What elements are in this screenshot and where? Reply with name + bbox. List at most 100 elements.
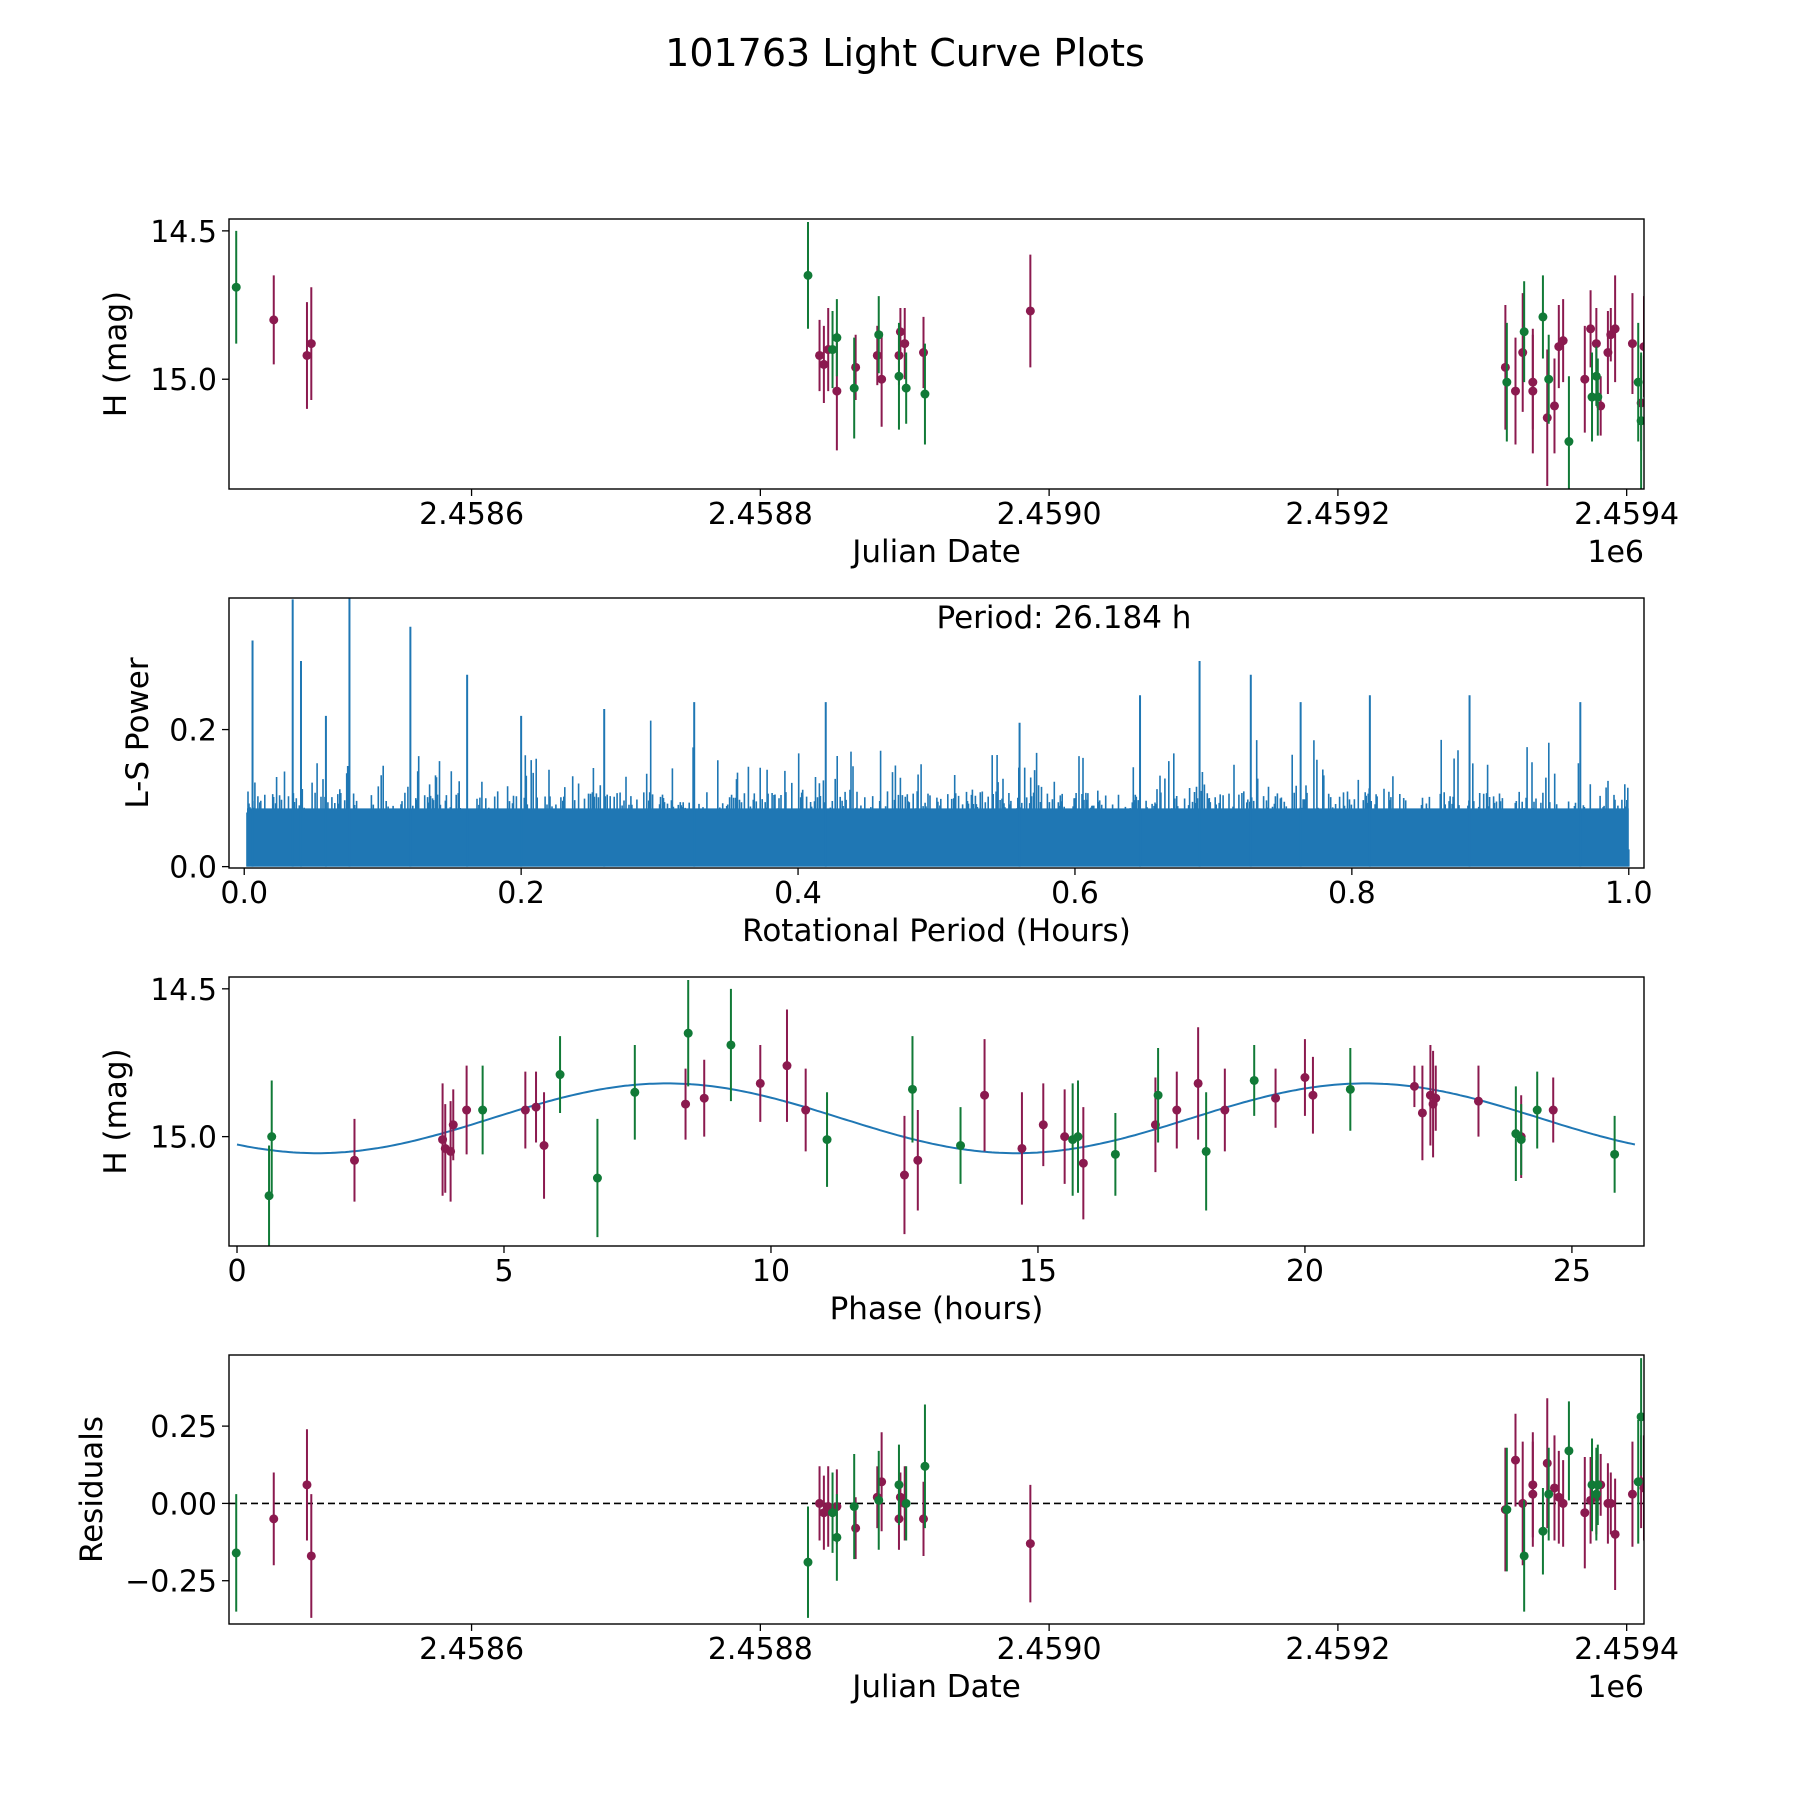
- data-point-maroon: [851, 362, 861, 372]
- data-point-green: [803, 1557, 813, 1567]
- data-point-green: [1544, 374, 1554, 384]
- data-point-green: [1636, 1412, 1644, 1422]
- data-point-maroon: [1431, 1093, 1441, 1103]
- data-point-maroon: [815, 350, 825, 360]
- data-point-maroon: [919, 348, 929, 358]
- plot-area: [231, 221, 1644, 489]
- data-point-green: [1538, 1526, 1548, 1536]
- data-point-maroon: [851, 1523, 861, 1533]
- y-axis-label: H (mag): [98, 291, 134, 417]
- data-point-green: [630, 1087, 640, 1097]
- data-point-maroon: [1510, 1455, 1520, 1465]
- fit-curve: [236, 1082, 1636, 1155]
- x-tick-label: 2.4594: [1574, 497, 1679, 532]
- data-point-maroon: [1308, 1090, 1318, 1100]
- periodogram-base: [246, 808, 1629, 867]
- axes-frame: [228, 218, 1645, 490]
- x-offset-label: 1e6: [1587, 535, 1644, 570]
- data-point-green: [828, 1508, 838, 1518]
- plot-area: [229, 1358, 1644, 1618]
- data-point-green: [828, 345, 838, 355]
- data-point-maroon: [1643, 395, 1644, 399]
- data-point-green: [1502, 377, 1512, 387]
- x-axis-label: Rotational Period (Hours): [742, 913, 1131, 949]
- data-point-green: [894, 371, 904, 381]
- data-point-maroon: [306, 1551, 316, 1561]
- data-point-maroon: [1510, 386, 1520, 396]
- x-tick-label: 25: [1553, 1254, 1591, 1289]
- data-point-maroon: [681, 1099, 691, 1109]
- x-tick-label: 2.4590: [997, 497, 1102, 532]
- y-tick-label: 0.0: [169, 851, 217, 886]
- data-point-green: [1544, 1489, 1554, 1499]
- data-point-green: [478, 1105, 488, 1115]
- data-point-maroon: [1300, 1073, 1310, 1083]
- data-point-maroon: [895, 327, 905, 337]
- y-tick-label: 0.25: [150, 1410, 217, 1445]
- data-point-maroon: [899, 1170, 909, 1180]
- chart-lc: 2.4586 2.4588 2.4590 2.4592 2.4594 15.0 14.5 Ju…: [98, 215, 1679, 570]
- data-point-green: [1201, 1146, 1211, 1156]
- data-point-green: [1633, 1477, 1643, 1487]
- data-point-maroon: [1580, 374, 1590, 384]
- data-point-maroon: [1500, 362, 1510, 372]
- y-tick-label: 14.5: [150, 215, 217, 250]
- data-point-maroon: [1025, 1539, 1035, 1549]
- data-point-maroon: [755, 1078, 765, 1088]
- plot-area: [236, 979, 1636, 1246]
- data-point-maroon: [919, 1514, 929, 1524]
- data-point-green: [1636, 416, 1644, 426]
- data-point-green: [1593, 392, 1603, 402]
- data-point-green: [1519, 327, 1529, 337]
- x-tick-label: 0.8: [1328, 876, 1376, 911]
- x-tick-label: 0.4: [774, 876, 822, 911]
- data-point-maroon: [1542, 413, 1552, 423]
- data-point-maroon: [1038, 1120, 1048, 1130]
- data-point-maroon: [782, 1061, 792, 1071]
- x-tick-label: 2.4594: [1574, 1632, 1679, 1667]
- x-tick-label: 2.4588: [708, 497, 813, 532]
- x-tick-label: 15: [1019, 1254, 1057, 1289]
- data-point-green: [907, 1084, 917, 1094]
- data-point-maroon: [448, 1120, 458, 1130]
- data-point-maroon: [1193, 1078, 1203, 1088]
- data-point-green: [1249, 1075, 1259, 1085]
- data-point-maroon: [1542, 1458, 1552, 1468]
- data-point-maroon: [1610, 1529, 1620, 1539]
- data-point-green: [264, 1191, 274, 1201]
- data-point-maroon: [1627, 339, 1637, 349]
- data-point-maroon: [1518, 348, 1528, 358]
- data-point-maroon: [302, 350, 312, 360]
- x-tick-label: 5: [494, 1254, 513, 1289]
- data-point-green: [901, 383, 911, 393]
- x-tick-label: 0.0: [220, 876, 268, 911]
- x-tick-label: 1.0: [1605, 876, 1653, 911]
- period-annotation: Period: 26.184 h: [937, 600, 1192, 636]
- data-point-maroon: [269, 1514, 279, 1524]
- y-tick-label: 14.5: [150, 973, 217, 1008]
- x-tick-label: 0.2: [497, 876, 545, 911]
- data-point-green: [1591, 371, 1601, 381]
- data-point-green: [1593, 1480, 1603, 1490]
- data-point-green: [1591, 1489, 1601, 1499]
- axes-frame: [228, 597, 1645, 869]
- data-point-maroon: [349, 1155, 359, 1165]
- data-point-green: [683, 1028, 693, 1038]
- data-point-green: [803, 270, 813, 280]
- chart-resid: 2.4586 2.4588 2.4590 2.4592 2.4594 0.25 0.00 −0…: [74, 1354, 1679, 1705]
- chart-phase: 0 5 10 15 20 25 15.0 14.5 Phase (hours) H (mag): [98, 973, 1645, 1327]
- data-point-maroon: [1639, 342, 1644, 352]
- data-point-maroon: [1172, 1105, 1182, 1115]
- data-point-maroon: [1528, 1480, 1538, 1490]
- data-point-green: [1516, 1135, 1526, 1145]
- data-point-maroon: [819, 359, 829, 369]
- data-point-maroon: [1409, 1081, 1419, 1091]
- data-point-maroon: [1518, 1498, 1528, 1508]
- data-point-maroon: [1580, 1508, 1590, 1518]
- x-tick-label: 2.4592: [1285, 1632, 1390, 1667]
- y-tick-label: −0.25: [125, 1565, 217, 1600]
- data-point-green: [901, 1498, 911, 1508]
- y-tick-label: 0.2: [169, 714, 217, 749]
- data-point-maroon: [1417, 1108, 1427, 1118]
- data-point-green: [832, 333, 842, 343]
